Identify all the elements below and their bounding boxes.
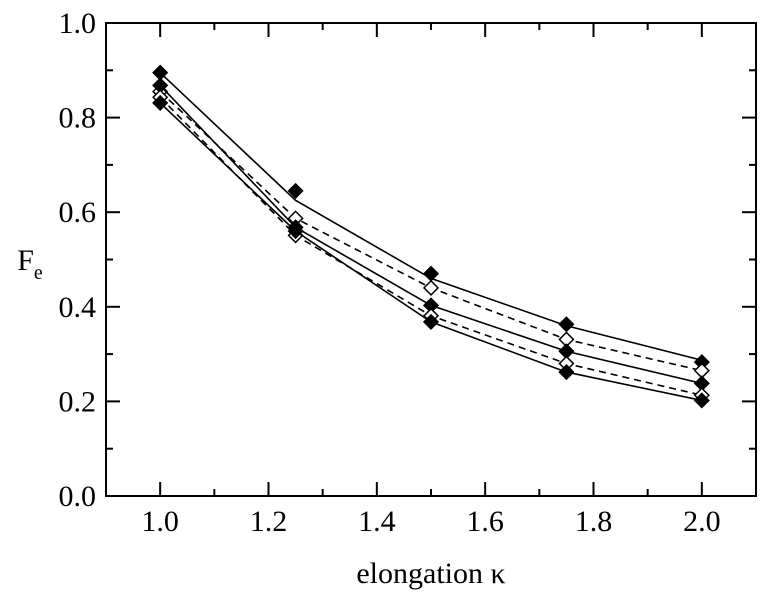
filled-diamond-marker [693, 392, 710, 409]
filled-diamond-marker [152, 94, 169, 111]
x-tick-label: 1.0 [141, 505, 179, 538]
filled-diamond-marker [422, 313, 440, 330]
filled-diamond-marker [287, 182, 304, 199]
x-tick-label: 2.0 [683, 505, 721, 538]
x-tick-label: 1.4 [358, 505, 396, 538]
series-6 [152, 94, 710, 409]
series-4 [152, 77, 710, 392]
filled-diamond-marker [558, 364, 575, 381]
axis-ticks [105, 22, 757, 497]
x-tick-label: 1.2 [250, 505, 288, 538]
series-2 [159, 72, 703, 362]
y-axis-label-main: F [17, 244, 34, 277]
series-line [159, 102, 702, 402]
y-tick-label: 0.4 [59, 291, 97, 324]
y-tick-label: 0.8 [59, 102, 97, 135]
x-tick-label: 1.8 [575, 505, 613, 538]
filled-diamond-marker [287, 223, 304, 240]
x-axis-label: elongation κ [356, 557, 505, 590]
y-tick-label: 0.2 [59, 385, 97, 418]
open-diamond-marker [422, 279, 440, 296]
plot-content [152, 64, 710, 409]
y-tick-label: 0.6 [59, 196, 97, 229]
filled-diamond-marker [558, 316, 575, 333]
series-line [159, 96, 703, 397]
y-tick-label: 1.0 [59, 7, 97, 40]
series-3 [152, 83, 710, 379]
series-5 [152, 89, 710, 404]
series-line [159, 72, 703, 362]
tick-labels: 1.0 1.2 1.4 1.6 1.8 2.0 0.0 0.2 0.4 0.6 0.8 1.0 [59, 7, 721, 538]
y-tick-label: 0.0 [59, 480, 97, 513]
plot-frame [105, 22, 757, 497]
y-axis-label-subscript: e [34, 262, 43, 284]
y-axis-label: Fe [17, 244, 43, 284]
x-tick-label: 1.6 [466, 505, 504, 538]
